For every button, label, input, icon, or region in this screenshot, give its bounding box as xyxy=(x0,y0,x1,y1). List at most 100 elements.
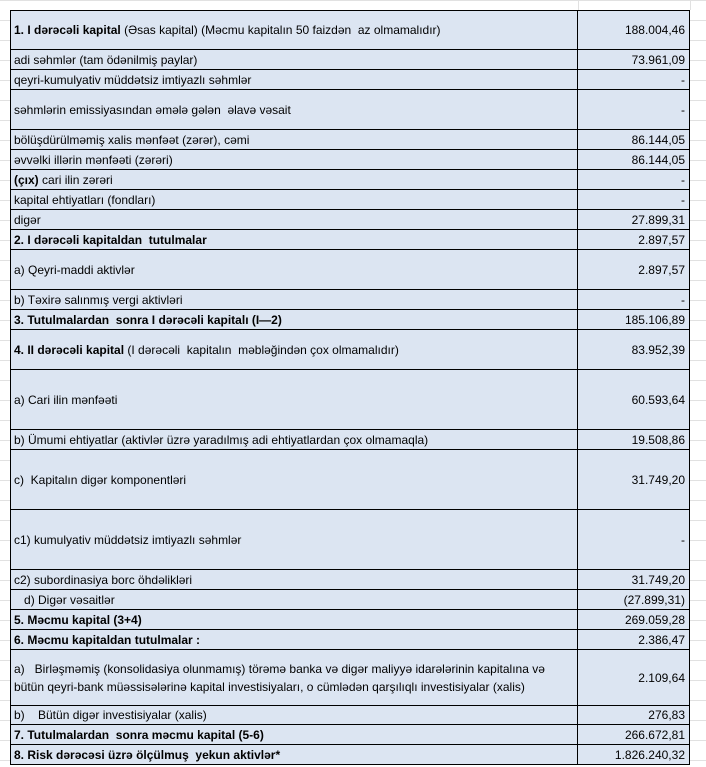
row-value: - xyxy=(577,189,690,210)
table-row: a) Cari ilin mənfəəti 60.593,64 xyxy=(10,369,690,430)
table-row: digər 27.899,31 xyxy=(10,209,690,230)
row-value: 83.952,39 xyxy=(577,329,690,370)
row-label-bold: 1. I dərəcəli kapital xyxy=(14,23,121,37)
table-row: əvvəlki illərin mənfəəti (zərəri) 86.144,… xyxy=(10,149,690,170)
row-label-text: a) Cari ilin mənfəəti xyxy=(14,392,118,407)
row-label: b) Təxirə salınmış vergi aktivləri xyxy=(10,289,578,310)
row-label: 5. Məcmu kapital (3+4) xyxy=(10,609,578,630)
table-row: a) Qeyri-maddi aktivlər 2.897,57 xyxy=(10,249,690,290)
row-label-text: d) Digər vəsaitlər xyxy=(14,592,115,607)
table-row: səhmlərin emissiyasından əmələ gələn əla… xyxy=(10,89,690,130)
row-label-text: b) Bütün digər investisiyalar (xalis) xyxy=(14,708,207,722)
row-label: səhmlərin emissiyasından əmələ gələn əla… xyxy=(10,89,578,130)
row-label: adi səhmlər (tam ödənilmiş paylar) xyxy=(10,49,578,70)
row-label: (çıx) cari ilin zərəri xyxy=(10,169,578,190)
row-label: a) Birləşməmiş (konsolidasiya olunmamış)… xyxy=(10,649,578,706)
row-value: 1.826.240,32 xyxy=(577,744,690,765)
row-label-bold: 7. Tutulmalardan sonra məcmu kapital (5-… xyxy=(14,727,264,742)
row-label: digər xyxy=(10,209,578,230)
row-label: a) Qeyri-maddi aktivlər xyxy=(10,249,578,290)
row-label: d) Digər vəsaitlər xyxy=(10,589,578,610)
table-row: 7. Tutulmalardan sonra məcmu kapital (5-… xyxy=(10,724,690,745)
row-label: c1) kumulyativ müddətsiz imtiyazlı səhml… xyxy=(10,509,578,570)
row-label-text: əvvəlki illərin mənfəəti (zərəri) xyxy=(14,152,173,167)
row-label: qeyri-kumulyativ müddətsiz imtiyazlı səh… xyxy=(10,69,578,90)
table-row: 1. I dərəcəli kapital (Əsas kapital) (Mə… xyxy=(10,10,690,50)
table-row: c2) subordinasiya borc öhdəlikləri 31.749… xyxy=(10,569,690,590)
row-label-text: kapital ehtiyatları (fondları) xyxy=(14,192,156,207)
row-label-bold: (çıx) xyxy=(14,172,39,187)
row-value: 27.899,31 xyxy=(577,209,690,230)
row-label-bold: 2. I dərəcəli kapitaldan tutulmalar xyxy=(14,232,207,247)
row-label: kapital ehtiyatları (fondları) xyxy=(10,189,578,210)
row-value: 31.749,20 xyxy=(577,449,690,510)
row-label: c2) subordinasiya borc öhdəlikləri xyxy=(10,569,578,590)
table-row: 8. Risk dərəcəsi üzrə ölçülmuş yekun akt… xyxy=(10,744,690,765)
table-row: 4. II dərəcəli kapital (I dərəcəli kapit… xyxy=(10,329,690,370)
row-label: b) Ümumi ehtiyatlar (aktivlər üzrə yarad… xyxy=(10,429,578,450)
row-label-text: cari ilin zərəri xyxy=(38,172,113,187)
row-label-bold: 3. Tutulmalardan sonra I dərəcəli kapita… xyxy=(14,312,282,327)
row-value: 188.004,46 xyxy=(577,10,690,50)
row-value: 86.144,05 xyxy=(577,129,690,150)
row-label: 7. Tutulmalardan sonra məcmu kapital (5-… xyxy=(10,724,578,745)
table-row: b) Təxirə salınmış vergi aktivləri - xyxy=(10,289,690,310)
row-label-text: bölüşdürülməmiş xalis mənfəət (zərər), c… xyxy=(14,132,250,147)
row-label-bold: 5. Məcmu kapital (3+4) xyxy=(14,612,142,627)
row-value: 73.961,09 xyxy=(577,49,690,70)
row-value: 60.593,64 xyxy=(577,369,690,430)
row-label-text: qeyri-kumulyativ müddətsiz imtiyazlı səh… xyxy=(14,72,252,87)
row-label: 2. I dərəcəli kapitaldan tutulmalar xyxy=(10,229,578,250)
row-label: c) Kapitalın digər komponentləri xyxy=(10,449,578,510)
row-label-bold: 4. II dərəcəli kapital xyxy=(14,342,125,357)
row-value: 2.897,57 xyxy=(577,229,690,250)
row-label: 8. Risk dərəcəsi üzrə ölçülmuş yekun akt… xyxy=(10,744,578,765)
row-value: - xyxy=(577,69,690,90)
row-value: 86.144,05 xyxy=(577,149,690,170)
gridline xyxy=(690,0,691,10)
table-row: (çıx) cari ilin zərəri - xyxy=(10,169,690,190)
row-value: 2.109,64 xyxy=(577,649,690,706)
row-label: bölüşdürülməmiş xalis mənfəət (zərər), c… xyxy=(10,129,578,150)
table-row: d) Digər vəsaitlər (27.899,31) xyxy=(10,589,690,610)
row-value: - xyxy=(577,89,690,130)
row-value: 31.749,20 xyxy=(577,569,690,590)
row-label-bold: 8. Risk dərəcəsi üzrə ölçülmuş yekun akt… xyxy=(14,747,281,762)
capital-table: 1. I dərəcəli kapital (Əsas kapital) (Mə… xyxy=(10,10,690,765)
row-value: 269.059,28 xyxy=(577,609,690,630)
row-value: (27.899,31) xyxy=(577,589,690,610)
row-label-text: (Əsas kapital) (Məcmu kapitalın 50 faizd… xyxy=(120,23,441,37)
table-row: a) Birləşməmiş (konsolidasiya olunmamış)… xyxy=(10,649,690,706)
table-row: qeyri-kumulyativ müddətsiz imtiyazlı səh… xyxy=(10,69,690,90)
row-value: 2.386,47 xyxy=(577,629,690,650)
row-label-text: adi səhmlər (tam ödənilmiş paylar) xyxy=(14,52,198,67)
row-label-text: b) Ümumi ehtiyatlar (aktivlər üzrə yarad… xyxy=(14,432,429,447)
table-row: c) Kapitalın digər komponentləri 31.749,2… xyxy=(10,449,690,510)
table-row: b) Ümumi ehtiyatlar (aktivlər üzrə yarad… xyxy=(10,429,690,450)
table-row: b) Bütün digər investisiyalar (xalis) 276… xyxy=(10,705,690,725)
row-label: 1. I dərəcəli kapital (Əsas kapital) (Mə… xyxy=(10,10,578,50)
row-value: - xyxy=(577,289,690,310)
row-value: - xyxy=(577,169,690,190)
row-label-text: c2) subordinasiya borc öhdəlikləri xyxy=(14,572,193,587)
table-row: 6. Məcmu kapitaldan tutulmalar : 2.386,47 xyxy=(10,629,690,650)
row-label-text: a) Qeyri-maddi aktivlər xyxy=(14,262,135,277)
row-value: 19.508,86 xyxy=(577,429,690,450)
table-row: adi səhmlər (tam ödənilmiş paylar) 73.961… xyxy=(10,49,690,70)
row-value: - xyxy=(577,509,690,570)
row-label-text: (I dərəcəli kapitalın məbləğindən çox ol… xyxy=(124,342,399,357)
row-label-bold: 6. Məcmu kapitaldan tutulmalar : xyxy=(14,632,201,647)
table-row: 3. Tutulmalardan sonra I dərəcəli kapita… xyxy=(10,309,690,330)
row-label-text: b) Təxirə salınmış vergi aktivləri xyxy=(14,292,183,307)
row-label: 4. II dərəcəli kapital (I dərəcəli kapit… xyxy=(10,329,578,370)
row-value: 185.106,89 xyxy=(577,309,690,330)
row-label-text: səhmlərin emissiyasından əmələ gələn əla… xyxy=(14,102,291,117)
row-value: 266.672,81 xyxy=(577,724,690,745)
table-row: 2. I dərəcəli kapitaldan tutulmalar 2.897… xyxy=(10,229,690,250)
row-label: əvvəlki illərin mənfəəti (zərəri) xyxy=(10,149,578,170)
row-label-text: c1) kumulyativ müddətsiz imtiyazlı səhml… xyxy=(14,532,242,547)
row-label: a) Cari ilin mənfəəti xyxy=(10,369,578,430)
row-value: 2.897,57 xyxy=(577,249,690,290)
gridline xyxy=(578,0,579,10)
row-label: 6. Məcmu kapitaldan tutulmalar : xyxy=(10,629,578,650)
